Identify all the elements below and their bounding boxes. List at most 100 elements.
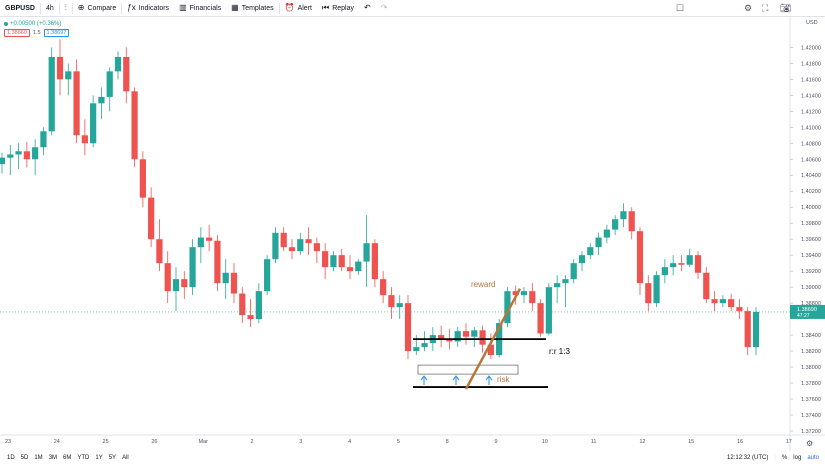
candle-body[interactable] [554,283,561,288]
interval-button[interactable]: 4h [41,0,59,17]
candle-body[interactable] [230,272,238,294]
range-5y[interactable]: 5Y [108,454,117,461]
candle-body[interactable] [114,56,122,72]
price-chart[interactable]: 1.42000 1.41800 1.41600 1.41400 1.41200 1.410… [0,17,825,451]
candle-body[interactable] [587,247,594,256]
candle-body[interactable] [288,247,296,252]
candle-body[interactable] [222,272,229,284]
candle-body[interactable] [65,71,72,80]
candle-body[interactable] [653,275,660,304]
candle-body[interactable] [56,56,64,80]
candle-body[interactable] [520,291,528,296]
candle-body[interactable] [297,239,304,252]
indicators-button[interactable]: ƒx Indicators [122,0,174,17]
templates-button[interactable]: ▦ Templates [226,0,278,17]
range-ytd[interactable]: YTD [77,454,90,461]
redo-button[interactable]: ↷ [376,0,393,17]
candle-body[interactable] [719,299,726,304]
candle-body[interactable] [106,71,113,97]
candle-body[interactable] [322,251,329,268]
candle-body[interactable] [744,311,751,348]
candle-body[interactable] [172,279,180,292]
range-3m[interactable]: 3M [48,454,58,461]
financials-button[interactable]: ▥ Financials [174,0,226,17]
auto-toggle[interactable]: auto [807,454,819,461]
candle-body[interactable] [570,263,577,280]
candle-body[interactable] [239,293,246,316]
candle-body[interactable] [148,197,155,240]
candle-body[interactable] [355,261,362,272]
candle-body[interactable] [363,243,370,262]
candle-body[interactable] [603,229,610,238]
candle-body[interactable] [479,330,486,345]
range-6m[interactable]: 6M [63,454,72,461]
compare-button[interactable]: ⊕ Compare [73,0,122,17]
candle-body[interactable] [446,339,453,342]
symbol-search[interactable]: GBPUSD [0,0,40,17]
sell-price[interactable]: 1.38660 [4,29,30,37]
candle-body[interactable] [156,239,163,264]
candle-body[interactable] [628,211,635,232]
screenshot-button[interactable]: 📷︎ [780,0,791,17]
layout-toggle[interactable]: ☐ [676,0,684,17]
candle-body[interactable] [529,291,536,304]
chart-canvas[interactable]: 1.42000 1.41800 1.41600 1.41400 1.41200 1.410… [0,17,825,451]
candle-body[interactable] [98,96,105,104]
candle-body[interactable] [32,147,39,160]
candle-body[interactable] [23,151,30,160]
candle-body[interactable] [371,243,378,280]
candle-body[interactable] [189,247,196,288]
candle-body[interactable] [512,291,519,296]
candle-body[interactable] [736,307,743,312]
candle-body[interactable] [164,263,171,292]
trend-line[interactable] [464,288,522,390]
candle-body[interactable] [413,347,420,352]
candle-body[interactable] [73,71,80,136]
risk-box[interactable] [417,364,519,375]
candle-body[interactable] [454,331,461,342]
candle-body[interactable] [40,131,47,148]
buy-price[interactable]: 1.38697 [43,29,70,37]
candle-body[interactable] [7,154,14,158]
candle-body[interactable] [661,267,668,276]
candle-body[interactable] [247,315,254,320]
candle-body[interactable] [197,237,204,248]
candle-body[interactable] [264,259,271,292]
candle-body[interactable] [338,255,345,268]
axis-settings-icon[interactable]: ⚙ [806,439,813,448]
candle-body[interactable] [703,272,710,300]
clock-time[interactable]: 12:12:32 (UTC) [727,454,769,461]
candle-body[interactable] [81,135,88,144]
candle-body[interactable] [305,239,312,244]
candle-body[interactable] [752,311,760,348]
candle-body[interactable] [181,279,188,288]
candle-body[interactable] [214,240,221,284]
candle-body[interactable] [139,159,146,198]
fullscreen-button[interactable]: ⛶ [762,0,768,17]
candle-body[interactable] [330,255,337,268]
candle-body[interactable] [487,344,494,356]
range-all[interactable]: All [122,454,129,461]
replay-button[interactable]: ⏮ Replay [317,0,359,17]
candle-body[interactable] [421,343,428,348]
chart-type-button[interactable]: ⫶ [60,0,72,17]
candle-body[interactable] [595,237,602,248]
candle-body[interactable] [504,291,511,324]
log-toggle[interactable]: log [793,454,802,461]
candle-body[interactable] [612,219,619,230]
candle-body[interactable] [346,267,354,272]
undo-button[interactable]: ↶ [359,0,376,17]
candle-body[interactable] [694,255,702,273]
candle-body[interactable] [272,232,279,260]
candle-body[interactable] [471,330,478,337]
candle-body[interactable] [123,56,130,92]
candle-body[interactable] [728,299,735,308]
candle-body[interactable] [0,157,6,165]
alert-button[interactable]: ⏰ Alert [280,0,317,17]
candle-body[interactable] [15,151,22,155]
candle-body[interactable] [537,303,544,334]
candle-body[interactable] [404,303,412,352]
candle-body[interactable] [380,279,387,296]
candle-body[interactable] [206,237,213,241]
range-5d[interactable]: 5D [20,454,29,461]
